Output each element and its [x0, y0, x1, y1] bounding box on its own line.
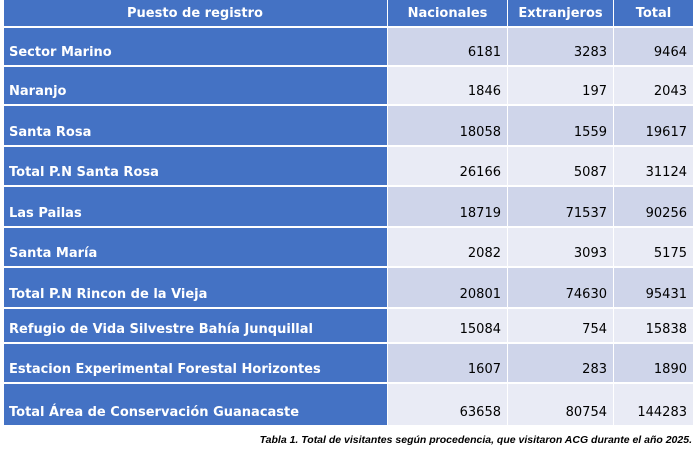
cell-extranjeros: 283: [508, 344, 614, 382]
row-label: Santa María: [4, 228, 388, 266]
cell-total: 90256: [614, 187, 693, 226]
row-label: Refugio de Vida Silvestre Bahía Junquill…: [4, 309, 388, 342]
cell-extranjeros: 197: [508, 67, 614, 104]
row-label: Total Área de Conservación Guanacaste: [4, 384, 388, 425]
table-row: Santa Rosa 18058 1559 19617: [4, 106, 693, 147]
table-row: Refugio de Vida Silvestre Bahía Junquill…: [4, 309, 693, 344]
cell-total: 31124: [614, 147, 693, 185]
cell-total: 15838: [614, 309, 693, 342]
row-label: Naranjo: [4, 67, 388, 104]
cell-extranjeros: 754: [508, 309, 614, 342]
header-total: Total: [614, 0, 693, 26]
cell-total: 144283: [614, 384, 693, 425]
cell-nacionales: 26166: [388, 147, 508, 185]
table-caption: Tabla 1. Total de visitantes según proce…: [259, 434, 692, 446]
visitors-table: Puesto de registro Nacionales Extranjero…: [4, 0, 693, 425]
table-row: Total P.N Rincon de la Vieja 20801 74630…: [4, 268, 693, 309]
cell-nacionales: 18058: [388, 106, 508, 145]
row-label: Estacion Experimental Forestal Horizonte…: [4, 344, 388, 382]
table-row: Total P.N Santa Rosa 26166 5087 31124: [4, 147, 693, 187]
header-nacionales: Nacionales: [388, 0, 508, 26]
cell-nacionales: 20801: [388, 268, 508, 307]
row-label: Total P.N Santa Rosa: [4, 147, 388, 185]
cell-nacionales: 63658: [388, 384, 508, 425]
row-label: Las Pailas: [4, 187, 388, 226]
cell-total: 19617: [614, 106, 693, 145]
cell-nacionales: 1607: [388, 344, 508, 382]
table-row: Naranjo 1846 197 2043: [4, 67, 693, 106]
row-label: Santa Rosa: [4, 106, 388, 145]
cell-nacionales: 15084: [388, 309, 508, 342]
cell-nacionales: 1846: [388, 67, 508, 104]
cell-total: 5175: [614, 228, 693, 266]
table-row: Estacion Experimental Forestal Horizonte…: [4, 344, 693, 384]
cell-nacionales: 6181: [388, 28, 508, 65]
row-label: Sector Marino: [4, 28, 388, 65]
table-row-grand-total: Total Área de Conservación Guanacaste 63…: [4, 384, 693, 425]
header-extranjeros: Extranjeros: [508, 0, 614, 26]
cell-extranjeros: 1559: [508, 106, 614, 145]
cell-extranjeros: 3283: [508, 28, 614, 65]
table-row: Las Pailas 18719 71537 90256: [4, 187, 693, 228]
cell-extranjeros: 5087: [508, 147, 614, 185]
cell-total: 1890: [614, 344, 693, 382]
table-row: Santa María 2082 3093 5175: [4, 228, 693, 268]
cell-total: 95431: [614, 268, 693, 307]
table-row: Sector Marino 6181 3283 9464: [4, 28, 693, 67]
cell-extranjeros: 74630: [508, 268, 614, 307]
cell-extranjeros: 80754: [508, 384, 614, 425]
cell-total: 2043: [614, 67, 693, 104]
header-puesto: Puesto de registro: [4, 0, 388, 26]
table-header-row: Puesto de registro Nacionales Extranjero…: [4, 0, 693, 28]
row-label: Total P.N Rincon de la Vieja: [4, 268, 388, 307]
cell-extranjeros: 71537: [508, 187, 614, 226]
cell-total: 9464: [614, 28, 693, 65]
cell-extranjeros: 3093: [508, 228, 614, 266]
cell-nacionales: 18719: [388, 187, 508, 226]
cell-nacionales: 2082: [388, 228, 508, 266]
